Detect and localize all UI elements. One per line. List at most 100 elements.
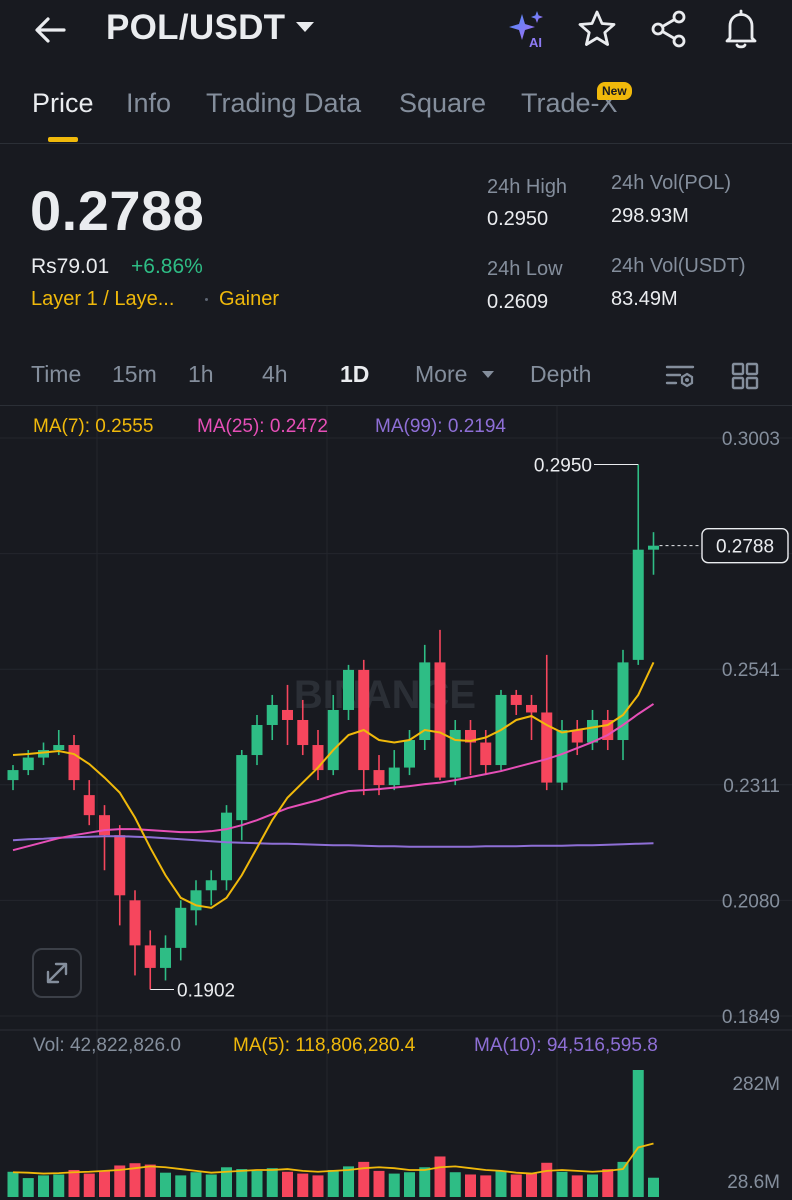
candle-body xyxy=(160,947,171,968)
volume-bar xyxy=(510,1174,522,1197)
vol-base-value: 298.93M xyxy=(611,205,689,227)
candle-body xyxy=(648,545,659,550)
candle-body xyxy=(297,719,309,746)
volume-bar xyxy=(648,1177,659,1197)
volume-bar xyxy=(343,1166,354,1197)
volume-bar xyxy=(541,1162,553,1197)
share-icon[interactable] xyxy=(648,8,690,50)
volume-bar xyxy=(83,1173,95,1197)
volume-bar xyxy=(465,1174,476,1197)
tab-trading-data[interactable]: Trading Data xyxy=(206,88,362,118)
candle-body xyxy=(510,694,522,705)
volume-bar xyxy=(7,1171,19,1197)
price-chart[interactable]: BINANCE 0.3003 0.2541 0.2311 0.2080 0.1849 282… xyxy=(0,406,792,1200)
candle-body xyxy=(68,745,80,781)
volume-bar xyxy=(434,1156,446,1197)
interval-15m[interactable]: 15m xyxy=(112,361,157,387)
candle-body xyxy=(602,719,614,741)
candle-body xyxy=(190,890,202,911)
layout-grid-icon[interactable] xyxy=(729,360,761,392)
interval-depth[interactable]: Depth xyxy=(530,361,592,387)
volume-bar xyxy=(404,1172,415,1197)
ma25-legend: MA(25): 0.2472 xyxy=(197,416,328,437)
star-icon[interactable] xyxy=(576,8,618,50)
vol-quote-label: 24h Vol(USDT) xyxy=(611,255,746,277)
volume-bar xyxy=(221,1167,232,1197)
price-axis-label: 0.2311 xyxy=(723,776,780,797)
volume-bar xyxy=(99,1170,110,1197)
candle-body xyxy=(358,669,370,771)
candle-body xyxy=(251,724,263,756)
bell-icon[interactable] xyxy=(720,8,762,50)
ma7-legend: MA(7): 0.2555 xyxy=(33,416,154,437)
interval-time[interactable]: Time xyxy=(31,361,82,387)
ai-sparkle-icon[interactable]: AI xyxy=(506,8,548,50)
ma25-line xyxy=(12,703,655,852)
price-change: +6.86% xyxy=(131,255,203,278)
chart-settings-icon[interactable] xyxy=(664,360,696,392)
pair-title[interactable]: POL/USDT xyxy=(106,8,286,47)
volume-bar xyxy=(114,1165,126,1197)
volume-bar xyxy=(388,1173,400,1197)
volume-bar xyxy=(617,1161,629,1197)
high-value: 0.2950 xyxy=(487,208,549,230)
back-arrow-icon[interactable] xyxy=(30,10,70,50)
candle-body xyxy=(327,709,339,771)
category-tag[interactable]: Layer 1 / Laye... xyxy=(31,288,175,310)
volume-bar xyxy=(38,1175,49,1197)
active-tab-indicator xyxy=(48,137,78,142)
high-label: 24h High xyxy=(487,176,568,198)
gainer-tag[interactable]: Gainer xyxy=(219,288,280,310)
volume-bar xyxy=(419,1167,431,1197)
volume-bar xyxy=(571,1175,583,1197)
candle-body xyxy=(373,770,385,786)
tab-info[interactable]: Info xyxy=(126,88,172,118)
more-caret-icon[interactable] xyxy=(482,371,494,378)
candle-body xyxy=(38,750,49,758)
volume-bar xyxy=(587,1174,598,1197)
interval-4h[interactable]: 4h xyxy=(262,361,288,387)
volume-bar xyxy=(526,1173,537,1197)
volume-bar xyxy=(602,1169,614,1197)
price-axis-label: 0.2080 xyxy=(722,891,780,912)
volume-bar xyxy=(129,1163,141,1197)
fullscreen-button[interactable] xyxy=(32,948,82,998)
interval-1d[interactable]: 1D xyxy=(340,361,370,387)
caret-down-icon[interactable] xyxy=(296,22,314,32)
candle-body xyxy=(617,662,629,741)
volume-bar xyxy=(358,1161,370,1197)
volume-bar xyxy=(449,1172,461,1197)
candle-body xyxy=(22,757,34,771)
candle-body xyxy=(465,730,476,743)
tab-price[interactable]: Price xyxy=(32,88,94,118)
tab-square[interactable]: Square xyxy=(399,88,487,118)
volume-bar xyxy=(160,1172,171,1197)
candle-body xyxy=(419,662,431,741)
volume-bar xyxy=(495,1170,507,1197)
volume-bar xyxy=(556,1171,568,1197)
interval-1h[interactable]: 1h xyxy=(188,361,214,387)
ma99-line xyxy=(12,835,654,848)
volume-bar xyxy=(282,1171,293,1197)
candle-body xyxy=(53,745,65,751)
volume-axis-label: 282M xyxy=(732,1074,780,1095)
tab-bar: Price Info Trading Data Square Trade-X N… xyxy=(0,82,792,144)
interval-bar: Time 15m 1h 4h 1D More Depth xyxy=(0,350,792,402)
candle-body xyxy=(144,945,156,968)
price-axis-label: 0.3003 xyxy=(722,429,780,450)
candle-body xyxy=(388,767,400,786)
volume-bar xyxy=(68,1169,80,1197)
candle-body xyxy=(99,815,110,836)
candle-body xyxy=(343,669,354,710)
candle-body xyxy=(205,880,217,891)
interval-more[interactable]: More xyxy=(415,361,468,387)
volume-bar xyxy=(632,1070,644,1197)
candle-body xyxy=(434,662,446,778)
candle-body xyxy=(571,730,583,743)
candle-body xyxy=(404,740,415,768)
fiat-price: Rs79.01 xyxy=(31,255,110,278)
volume-axis-label: 28.6M xyxy=(727,1172,780,1193)
last-price: 0.2788 xyxy=(30,179,205,242)
volume-bar xyxy=(236,1169,248,1197)
low-label: 24h Low xyxy=(487,258,563,280)
